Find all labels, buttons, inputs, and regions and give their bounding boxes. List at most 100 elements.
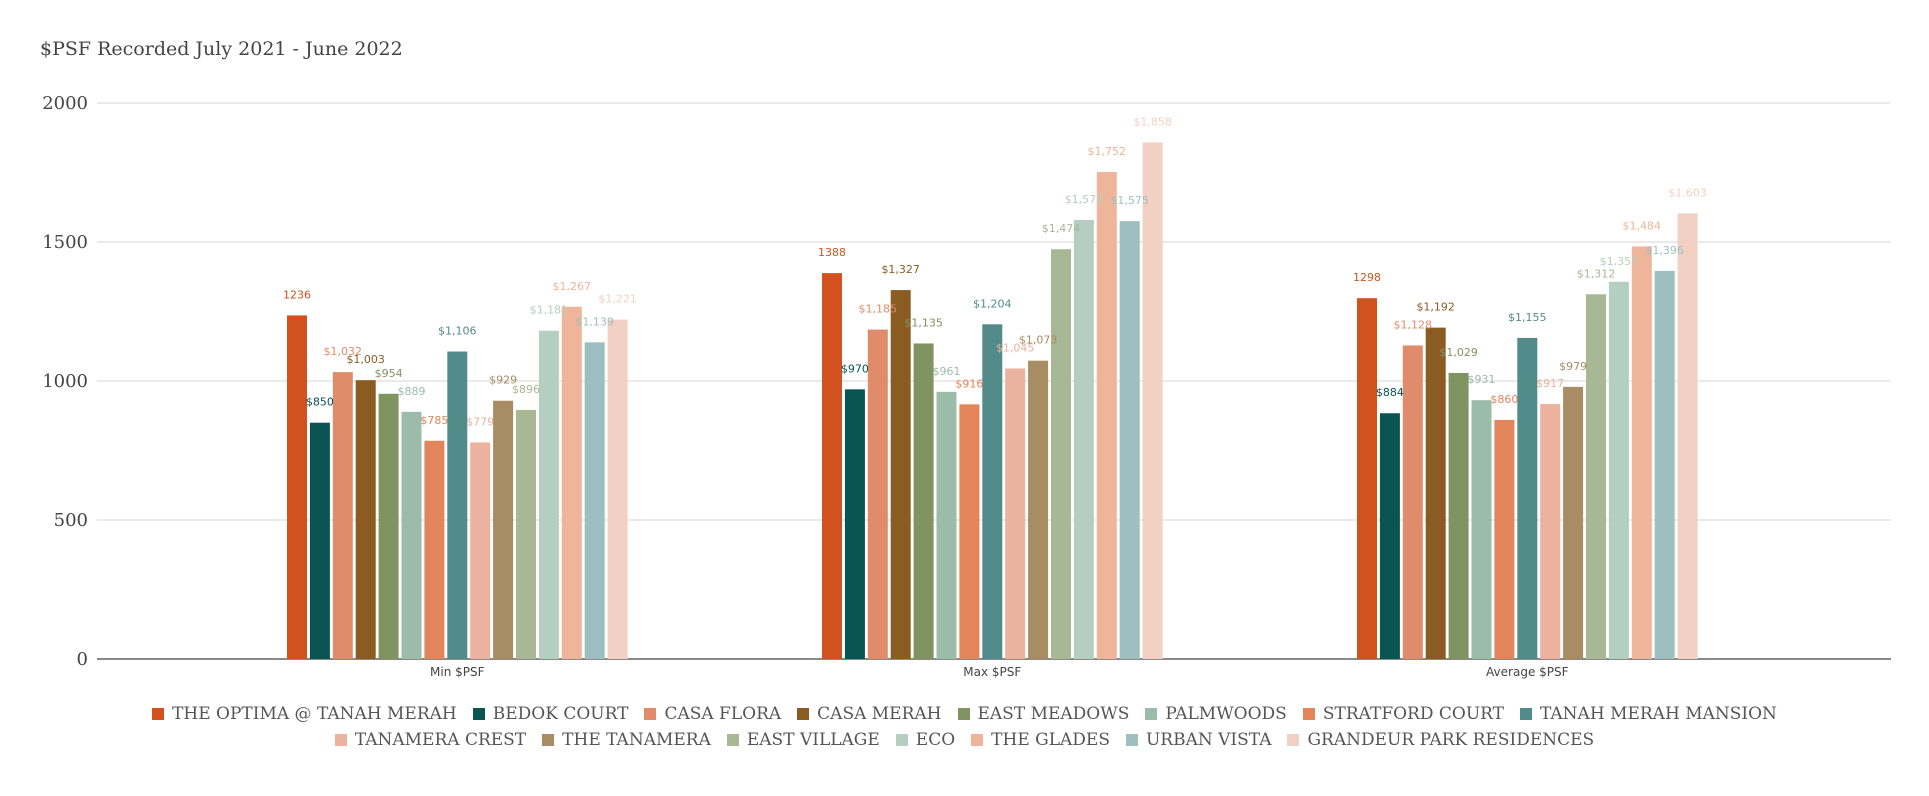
legend-label: CASA FLORA [664, 704, 782, 724]
legend-row: TANAMERA CREST THE TANAMERA EAST VILLAGE EC… [0, 730, 1929, 750]
bar [1096, 171, 1117, 659]
data-label: $1,128 [1394, 318, 1433, 331]
legend-item: EAST VILLAGE [726, 730, 880, 750]
bar [1402, 345, 1423, 659]
bar [1051, 249, 1071, 659]
legend-label: ECO [915, 730, 956, 750]
bar [1425, 327, 1446, 659]
legend-label: THE OPTIMA @ TANAH MERAH [172, 704, 457, 724]
data-label: $1,484 [1623, 219, 1662, 232]
data-label: $1,357 [1600, 255, 1639, 268]
bar [1379, 413, 1400, 659]
data-label: $979 [1559, 360, 1587, 373]
legend: THE OPTIMA @ TANAH MERAH BEDOK COURT CASA … [0, 704, 1929, 756]
legend-swatch [1287, 734, 1300, 746]
legend-swatch [1520, 708, 1532, 720]
y-tick-label: 1000 [42, 371, 88, 392]
legend-item: URBAN VISTA [1125, 730, 1272, 750]
legend-swatch [334, 734, 347, 746]
data-label: $1,312 [1577, 267, 1616, 280]
legend-label: EAST VILLAGE [746, 730, 880, 750]
data-label: $896 [512, 383, 540, 396]
bar [1563, 386, 1584, 659]
bar [607, 319, 628, 659]
y-tick-label: 1500 [42, 232, 88, 253]
data-label: $1,045 [996, 341, 1035, 354]
legend-swatch [726, 734, 739, 746]
data-label: $779 [466, 415, 494, 428]
data-label: $884 [1376, 386, 1404, 399]
legend-item: TANAH MERAH MANSION [1520, 704, 1777, 724]
legend-label: EAST MEADOWS [977, 704, 1130, 724]
bar [1517, 337, 1538, 659]
data-label: $1,032 [324, 345, 363, 358]
bar [470, 442, 491, 659]
legend-item: PALMWOODS [1145, 704, 1287, 724]
legend-swatch [542, 734, 555, 746]
data-labels: 1236 $850 $1,032$1,003$954 $889 $785 $1,106 $7… [283, 115, 1707, 428]
y-tick-label: 500 [54, 510, 88, 531]
data-label: $1,135 [904, 316, 943, 329]
data-label: $1,221 [598, 293, 637, 306]
data-label: $917 [1536, 377, 1564, 390]
legend-item: STRATFORD COURT [1302, 704, 1504, 724]
legend-swatch [152, 708, 165, 720]
legend-swatch [1125, 734, 1138, 746]
bar [447, 351, 468, 659]
bar [401, 411, 422, 659]
bar [355, 380, 376, 659]
legend-swatch [1145, 708, 1158, 720]
x-tick-label: Max $PSF [963, 665, 1021, 679]
bar [538, 330, 559, 659]
data-label: $970 [841, 362, 869, 375]
data-label: $785 [420, 414, 448, 427]
legend-label: CASA MERAH [817, 704, 942, 724]
legend-label: URBAN VISTA [1145, 730, 1272, 750]
data-label: $961 [933, 365, 961, 378]
y-axis-ticks: 0 500 1000 1500 2000 [42, 93, 88, 670]
data-label: $1,155 [1508, 311, 1547, 324]
data-label: $1,752 [1088, 145, 1127, 158]
bar [1028, 360, 1049, 659]
bar-chart: 0 500 1000 1500 2000 1236 $850 $1,032$1,003$95… [42, 93, 1891, 679]
bars [287, 142, 1698, 659]
data-label: $1,575 [1110, 194, 1149, 207]
data-label: $1,858 [1133, 115, 1172, 128]
legend-item: THE TANAMERA [542, 730, 711, 750]
bar [867, 329, 888, 659]
x-axis-ticks: Min $PSF Max $PSF Average $PSF [430, 665, 1569, 679]
data-label: $954 [375, 367, 403, 380]
legend-label: THE TANAMERA [562, 730, 711, 750]
bar [1654, 270, 1675, 659]
bar [1448, 372, 1469, 659]
legend-label: TANAH MERAH MANSION [1540, 704, 1777, 724]
data-label: $931 [1468, 373, 1496, 386]
data-label: $1,073 [1019, 334, 1058, 347]
data-label: $1,204 [973, 297, 1012, 310]
data-label: $1,267 [553, 280, 592, 293]
data-label: $929 [489, 374, 517, 387]
legend-label: GRANDEUR PARK RESIDENCES [1307, 730, 1595, 750]
bar [844, 389, 865, 659]
data-label: 1298 [1353, 271, 1381, 284]
legend-label: PALMWOODS [1165, 704, 1287, 724]
bar [959, 404, 980, 659]
bar [1631, 246, 1652, 659]
data-label: $1,192 [1416, 301, 1455, 314]
bar [1494, 419, 1515, 659]
bar [1142, 142, 1163, 659]
data-label: 1236 [283, 288, 311, 301]
legend-label: TANAMERA CREST [354, 730, 527, 750]
bar [913, 343, 934, 659]
data-label: $1,396 [1645, 244, 1684, 257]
x-tick-label: Min $PSF [430, 665, 485, 679]
bar [584, 342, 605, 659]
bar [561, 306, 582, 659]
data-label: 1388 [818, 246, 846, 259]
legend-item: CASA MERAH [797, 704, 942, 724]
x-tick-label: Average $PSF [1486, 665, 1569, 679]
bar [1677, 213, 1698, 659]
data-label: $1,327 [881, 263, 920, 276]
bar [309, 422, 330, 659]
legend-item: THE OPTIMA @ TANAH MERAH [152, 704, 457, 724]
